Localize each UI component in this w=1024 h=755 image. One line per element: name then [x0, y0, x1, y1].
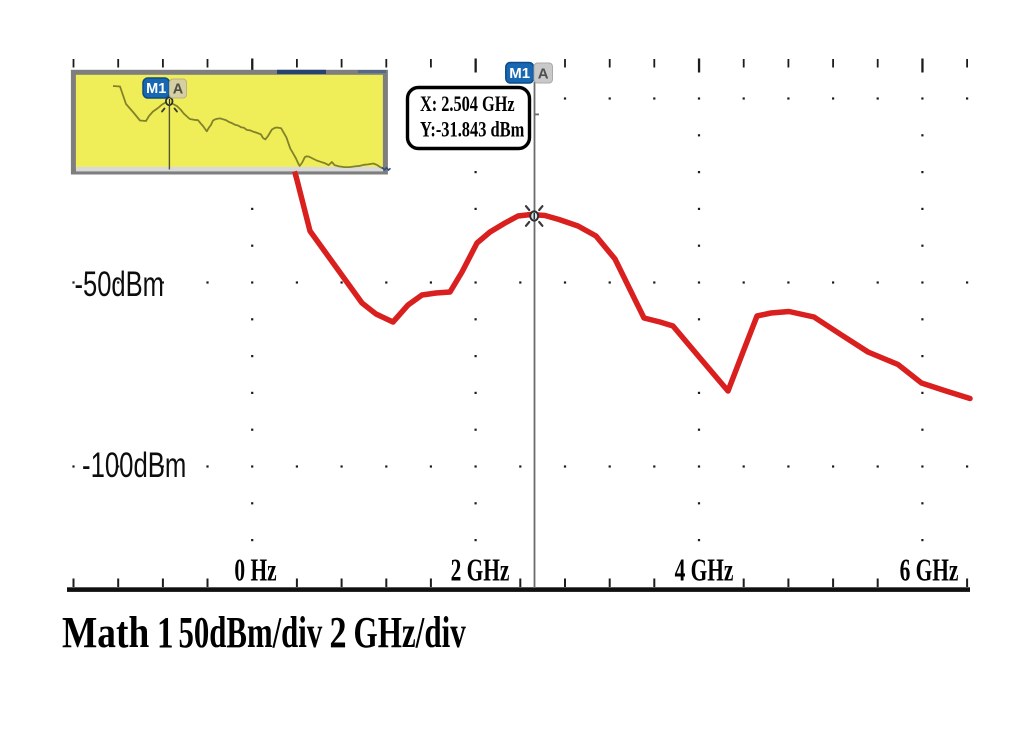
svg-text:6 GHz: 6 GHz — [900, 552, 959, 587]
svg-text:50dBm/div: 50dBm/div — [179, 609, 323, 658]
svg-text:0 Hz: 0 Hz — [234, 552, 276, 587]
svg-text:-100dBm: -100dBm — [82, 445, 186, 485]
svg-text:2 GHz: 2 GHz — [451, 552, 510, 587]
svg-text:X: 2.504 GHz: X: 2.504 GHz — [420, 92, 515, 117]
svg-text:A: A — [173, 82, 184, 98]
svg-text:A: A — [538, 65, 549, 82]
svg-text:-50dBm: -50dBm — [75, 265, 164, 304]
svg-text:GHz/div: GHz/div — [354, 609, 467, 657]
svg-text:1: 1 — [157, 609, 173, 658]
svg-text:M1: M1 — [146, 81, 166, 97]
svg-text:4 GHz: 4 GHz — [675, 552, 734, 587]
svg-text:M1: M1 — [509, 65, 530, 82]
svg-text:Math: Math — [62, 608, 150, 656]
svg-text:2: 2 — [330, 608, 347, 657]
svg-text:Y:-31.843 dBm: Y:-31.843 dBm — [420, 117, 525, 142]
